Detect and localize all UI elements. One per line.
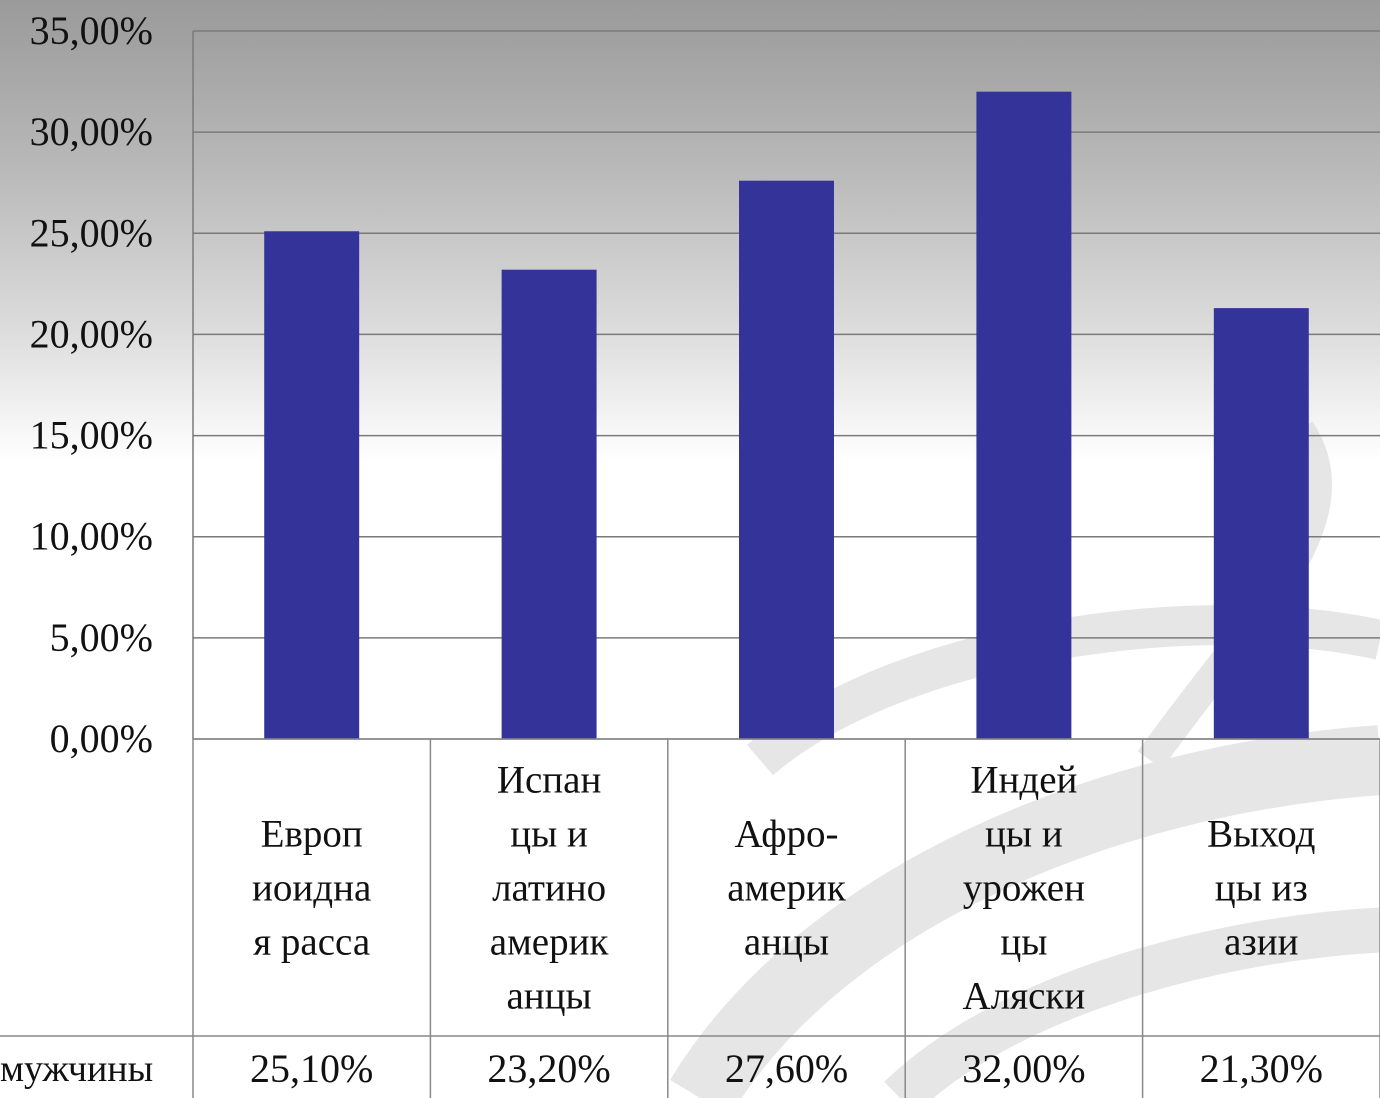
- y-tick-label: 20,00%: [30, 311, 153, 356]
- data-table: Европ иоидна я расса Испан цы и латино америк а…: [0, 738, 1380, 1098]
- bars: [264, 91, 1309, 740]
- y-tick-label: 30,00%: [30, 109, 153, 154]
- y-axis-tick-labels: 0,00% 5,00% 10,00% 15,00% 20,00% 25,00% 30,00%…: [30, 8, 153, 761]
- bar-0: [264, 231, 360, 739]
- value-label: 21,30%: [1200, 1046, 1323, 1091]
- category-label: Испан цы и латино америк анцы: [490, 759, 609, 1018]
- category-label: Индей цы и урожен цы Аляски: [963, 759, 1086, 1018]
- y-tick-label: 25,00%: [30, 210, 153, 255]
- bar-3: [976, 91, 1072, 739]
- category-label: Выход цы из азии: [1207, 813, 1315, 964]
- value-label: 32,00%: [962, 1046, 1085, 1091]
- bar-2: [739, 180, 834, 740]
- category-label: Европ иоидна я расса: [252, 813, 371, 964]
- y-tick-label: 10,00%: [30, 514, 153, 559]
- value-label: 25,10%: [250, 1046, 373, 1091]
- y-tick-label: 5,00%: [50, 615, 153, 660]
- bar-4: [1213, 308, 1309, 739]
- bar-1: [501, 269, 597, 739]
- value-label: 23,20%: [487, 1046, 610, 1091]
- y-tick-label: 0,00%: [50, 716, 153, 761]
- category-label: Афро-америк анцы: [727, 813, 846, 964]
- y-tick-label: 15,00%: [30, 413, 153, 458]
- value-label: 27,60%: [725, 1046, 848, 1091]
- series-name-label: мужчины: [0, 1048, 153, 1090]
- y-tick-label: 35,00%: [30, 8, 153, 53]
